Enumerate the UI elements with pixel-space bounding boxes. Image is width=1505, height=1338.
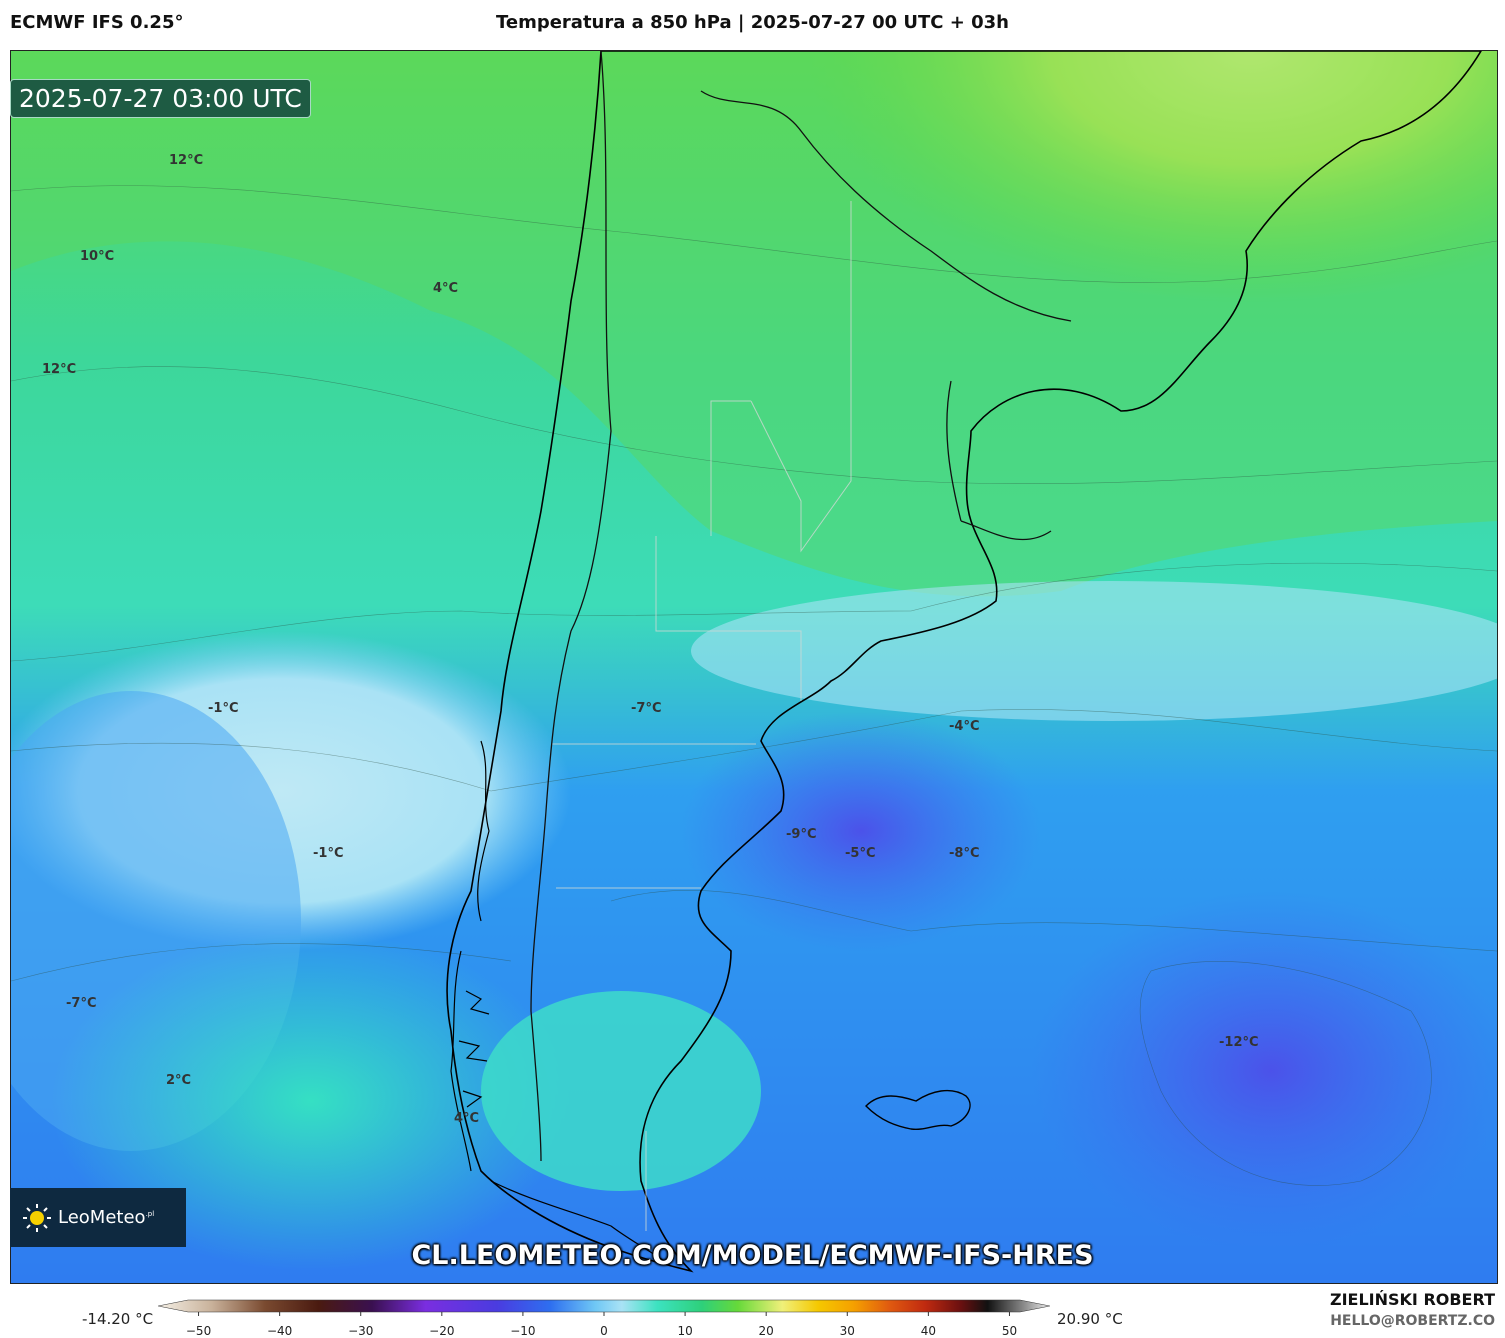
author-name: ZIELIŃSKI ROBERT (1329, 1290, 1495, 1309)
site-url: CL.LEOMETEO.COM/MODEL/ECMWF-IFS-HRES (411, 1240, 1094, 1271)
cold-core-central (681, 711, 1041, 951)
temp-label: -7°C (66, 996, 96, 1011)
legend-min-label: -14.20 °C (82, 1310, 154, 1328)
temp-label: -12°C (1219, 1035, 1259, 1050)
leometeo-logo[interactable]: LeoMeteo.pl (10, 1188, 186, 1247)
colorbar-tick-label: −50 (186, 1324, 211, 1338)
light-blue-strip-east (691, 581, 1497, 721)
legend-max-label: 20.90 °C (1057, 1310, 1123, 1328)
temperature-colorbar: −50 −40 −30 −20 −10 0 10 20 30 40 50 (158, 1299, 1050, 1338)
temp-label: -1°C (208, 701, 238, 716)
chile-fjords (450, 740, 672, 1267)
temp-label: 12°C (169, 153, 203, 168)
colorbar-tick-label: 20 (759, 1324, 774, 1338)
coastline (446, 51, 1482, 1273)
sun-icon (23, 1203, 51, 1232)
temp-label: -7°C (631, 701, 661, 716)
temp-label: -1°C (313, 846, 343, 861)
chart-title: Temperatura a 850 hPa | 2025-07-27 00 UT… (495, 12, 1009, 33)
colorbar-tick-label: −10 (510, 1324, 535, 1338)
timestamp-badge: 2025-07-27 03:00 UTC (10, 79, 311, 118)
colorbar-tick-label: 40 (921, 1324, 936, 1338)
temp-label: -9°C (786, 827, 816, 842)
temp-label: 4°C (433, 281, 458, 296)
map-canvas: 10°C 12°C 10°C 12°C 4°C -1°C -1°C -7°C 2… (11, 51, 1497, 1283)
colorbar-strip (158, 1299, 1050, 1313)
model-name: ECMWF IFS 0.25° (10, 12, 184, 33)
temp-label: 2°C (166, 1073, 191, 1088)
colorbar-tick-label: −40 (267, 1324, 292, 1338)
logo-text: LeoMeteo.pl (58, 1207, 155, 1228)
contour-lines (11, 185, 1497, 1186)
colorbar-tick-label: 0 (600, 1324, 608, 1338)
teal-area-southwest (51, 931, 571, 1271)
temp-label: -8°C (949, 846, 979, 861)
temp-label: 4°C (454, 1111, 479, 1126)
cold-core-southeast (1031, 891, 1497, 1251)
province-borders (551, 201, 852, 1231)
warm-region (511, 51, 1497, 611)
country-borders (530, 51, 1072, 1162)
colorbar-tick-label: −20 (429, 1324, 454, 1338)
temp-label: 10°C (80, 249, 114, 264)
green-band (11, 51, 1497, 597)
temperature-map: 10°C 12°C 10°C 12°C 4°C -1°C -1°C -7°C 2… (10, 50, 1498, 1284)
temp-label: -5°C (845, 846, 875, 861)
author-contact[interactable]: HELLO@ROBERTZ.CO (1330, 1313, 1495, 1329)
falkland-islands (865, 1089, 971, 1131)
colorbar-tick-label: 50 (1002, 1324, 1017, 1338)
colorbar-tick-label: −30 (348, 1324, 373, 1338)
temp-label: 12°C (42, 362, 76, 377)
colorbar-tick-label: 10 (677, 1324, 692, 1338)
colorbar-tick-label: 30 (840, 1324, 855, 1338)
teal-area-patagonia (481, 991, 761, 1191)
temp-label: -4°C (949, 719, 979, 734)
colorbar-ticks: −50 −40 −30 −20 −10 0 10 20 30 40 50 (186, 1312, 1017, 1338)
